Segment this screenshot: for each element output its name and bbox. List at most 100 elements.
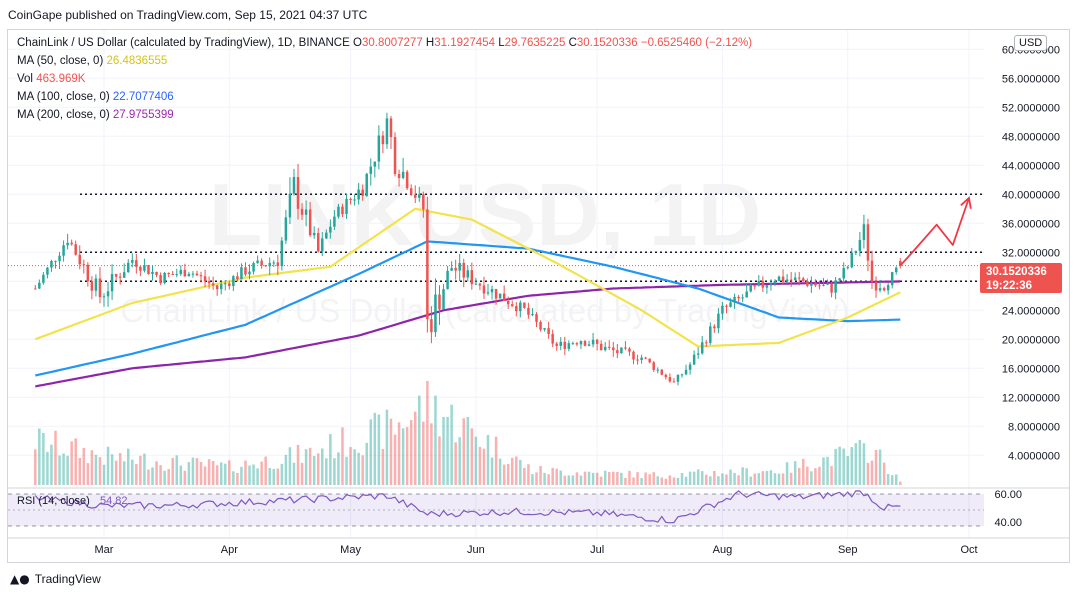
legend-ma200-row[interactable]: MA (200, close, 0) 27.9755399 (17, 106, 752, 124)
volume-bar (70, 441, 73, 485)
volume-bar (195, 458, 199, 485)
candle-body (292, 177, 296, 194)
candle-body (696, 353, 700, 355)
candle-body (268, 262, 271, 267)
last-price-value: 30.1520336 (986, 266, 1047, 278)
volume-bar (810, 471, 813, 485)
legend-ma100-row[interactable]: MA (100, close, 0) 22.7077406 (17, 88, 752, 106)
candle-body (361, 189, 364, 196)
volume-bar (700, 471, 704, 485)
volume-bar (211, 460, 215, 485)
volume-bar (175, 455, 179, 485)
volume-bar (114, 460, 118, 485)
candle-body (256, 260, 259, 264)
candles (34, 112, 902, 386)
volume-bar (215, 465, 219, 485)
time-scale[interactable]: Mar Apr May Jun Jul Aug Sep Oct (8, 537, 1069, 556)
candle-body (236, 276, 239, 280)
volume-bar (684, 476, 688, 485)
volume-bar (308, 447, 312, 485)
volume-bar (793, 461, 797, 485)
candle-body (385, 118, 389, 145)
volume-bar (426, 380, 429, 485)
candle-body (725, 305, 728, 307)
candle-body (793, 277, 797, 280)
candle-body (54, 260, 57, 262)
volume-bar (470, 428, 474, 485)
volume-bar (559, 470, 563, 485)
volume-bar (822, 457, 825, 485)
candle-body (135, 260, 138, 267)
candle-body (688, 364, 692, 370)
candle-body (462, 262, 465, 278)
candle-body (587, 344, 591, 346)
volume-bar (818, 466, 821, 485)
candle-body (862, 224, 866, 240)
currency-selector[interactable]: USD (1014, 35, 1048, 51)
volume-bar (199, 462, 203, 485)
volume-bar (82, 447, 86, 485)
volume-bar (46, 451, 49, 485)
candle-body (110, 274, 114, 292)
projection-arrow[interactable] (899, 196, 972, 267)
volume-bar (490, 457, 494, 485)
price-tick-label: 52.0000000 (1002, 102, 1060, 114)
volume-bar (745, 468, 748, 485)
ma100-value: 22.7077406 (112, 91, 174, 103)
candle-body (886, 285, 890, 291)
volume-bar (579, 475, 583, 485)
volume-bar (450, 404, 453, 485)
candle-body (167, 272, 170, 275)
volume-bar (90, 450, 94, 485)
candle-body (899, 260, 902, 266)
volume-bar (422, 421, 425, 485)
price-scale[interactable]: 4.0000000 8.0000000 12.0000000 16.0000000 20… (1002, 44, 1060, 462)
candle-body (757, 281, 761, 286)
candle-body (842, 267, 845, 279)
candle-body (155, 271, 158, 276)
candle-body (806, 280, 809, 286)
volume-bar (640, 478, 643, 485)
candle-body (357, 189, 360, 200)
candle-body (333, 216, 336, 227)
volume-bar (543, 472, 546, 485)
volume-bar (296, 444, 300, 485)
price-tick-label: 44.0000000 (1002, 160, 1060, 172)
volume-bar (361, 455, 364, 485)
candle-body (409, 188, 413, 195)
candle-body (684, 369, 688, 375)
volume-bar (321, 448, 324, 485)
legend-symbol[interactable]: ChainLink / US Dollar (calculated by Tra… (17, 37, 350, 49)
volume-bar (446, 416, 449, 485)
volume-bar (353, 449, 356, 485)
tradingview-logo[interactable]: ▲● TradingView (10, 572, 101, 586)
candle-body (397, 174, 401, 178)
candle-body (745, 291, 748, 298)
volume-bar (118, 453, 122, 485)
candle-body (34, 288, 37, 290)
candle-body (519, 302, 522, 312)
volume-bar (676, 477, 680, 485)
high-value: 31.1927454 (434, 37, 495, 49)
volume-bar (482, 448, 486, 485)
volume-bar (458, 437, 461, 485)
candle-body (86, 264, 90, 282)
volume-bar (74, 438, 77, 485)
volume-bar (409, 420, 413, 485)
volume-bar (228, 460, 231, 485)
legend-vol-row[interactable]: Vol 463.969K (17, 70, 752, 88)
candle-body (345, 198, 348, 215)
candle-body (567, 343, 571, 349)
candle-body (721, 305, 724, 314)
volume-bar (236, 472, 239, 485)
candle-body (62, 245, 65, 256)
time-tick-label: Mar (95, 544, 114, 556)
candle-body (70, 242, 73, 245)
candle-body (543, 328, 546, 330)
volume-bar (858, 440, 862, 485)
candle-body (296, 177, 300, 209)
legend-ma50-row[interactable]: MA (50, close, 0) 26.4836555 (17, 52, 752, 70)
volume-bar (660, 477, 664, 485)
volume-bar (870, 460, 874, 485)
